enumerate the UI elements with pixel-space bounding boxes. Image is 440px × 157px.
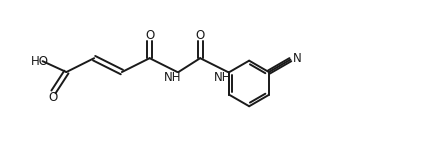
Text: NH: NH	[164, 70, 181, 84]
Text: NH: NH	[214, 70, 232, 84]
Text: O: O	[48, 91, 58, 104]
Text: O: O	[195, 29, 205, 42]
Text: HO: HO	[31, 55, 48, 68]
Text: N: N	[293, 52, 302, 65]
Text: O: O	[145, 29, 154, 42]
